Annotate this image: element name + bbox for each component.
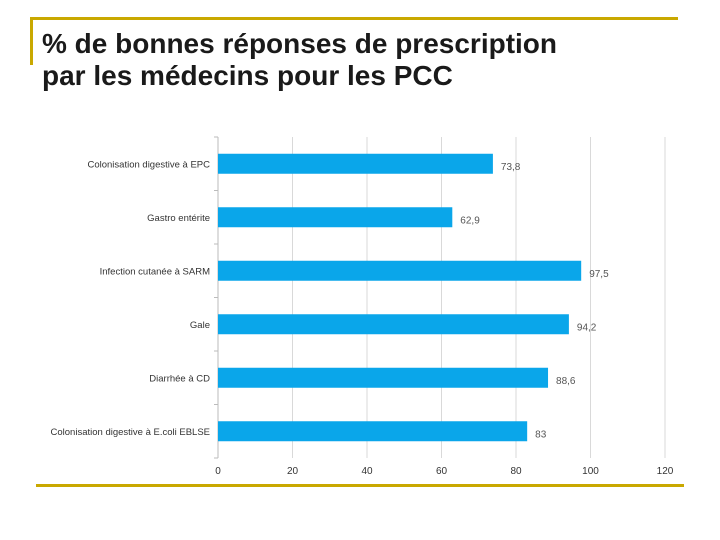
bar (218, 314, 569, 335)
bar (218, 207, 453, 228)
category-label: Gastro entérite (147, 213, 210, 224)
x-tick-label: 20 (287, 466, 299, 477)
category-label: Infection cutanée à SARM (100, 266, 210, 277)
bar (218, 153, 493, 174)
value-label: 97,5 (589, 269, 609, 280)
x-tick-label: 80 (510, 466, 522, 477)
value-label: 73,8 (501, 162, 521, 173)
x-tick-label: 100 (582, 466, 599, 477)
title-rule-left (30, 17, 33, 65)
value-label: 88,6 (556, 376, 576, 387)
slide-title-line-1: % de bonnes réponses de prescription (42, 28, 558, 59)
bottom-rule (36, 484, 684, 487)
slide-title: % de bonnes réponses de prescription par… (42, 28, 682, 92)
bar (218, 367, 549, 388)
value-label: 62,9 (460, 215, 480, 226)
x-tick-label: 40 (361, 466, 373, 477)
value-label: 94,2 (577, 322, 597, 333)
x-tick-label: 120 (657, 466, 674, 477)
category-label: Colonisation digestive à EPC (87, 159, 210, 170)
x-tick-label: 60 (436, 466, 448, 477)
slide-title-line-2: par les médecins pour les PCC (42, 60, 453, 91)
title-rule-top (30, 17, 678, 20)
bar (218, 421, 528, 442)
x-tick-label: 0 (215, 466, 221, 477)
category-label: Diarrhée à CD (149, 373, 210, 384)
value-label: 83 (535, 429, 547, 440)
bar (218, 260, 582, 281)
category-label: Colonisation digestive à E.coli EBLSE (51, 427, 210, 438)
category-label: Gale (190, 320, 210, 331)
